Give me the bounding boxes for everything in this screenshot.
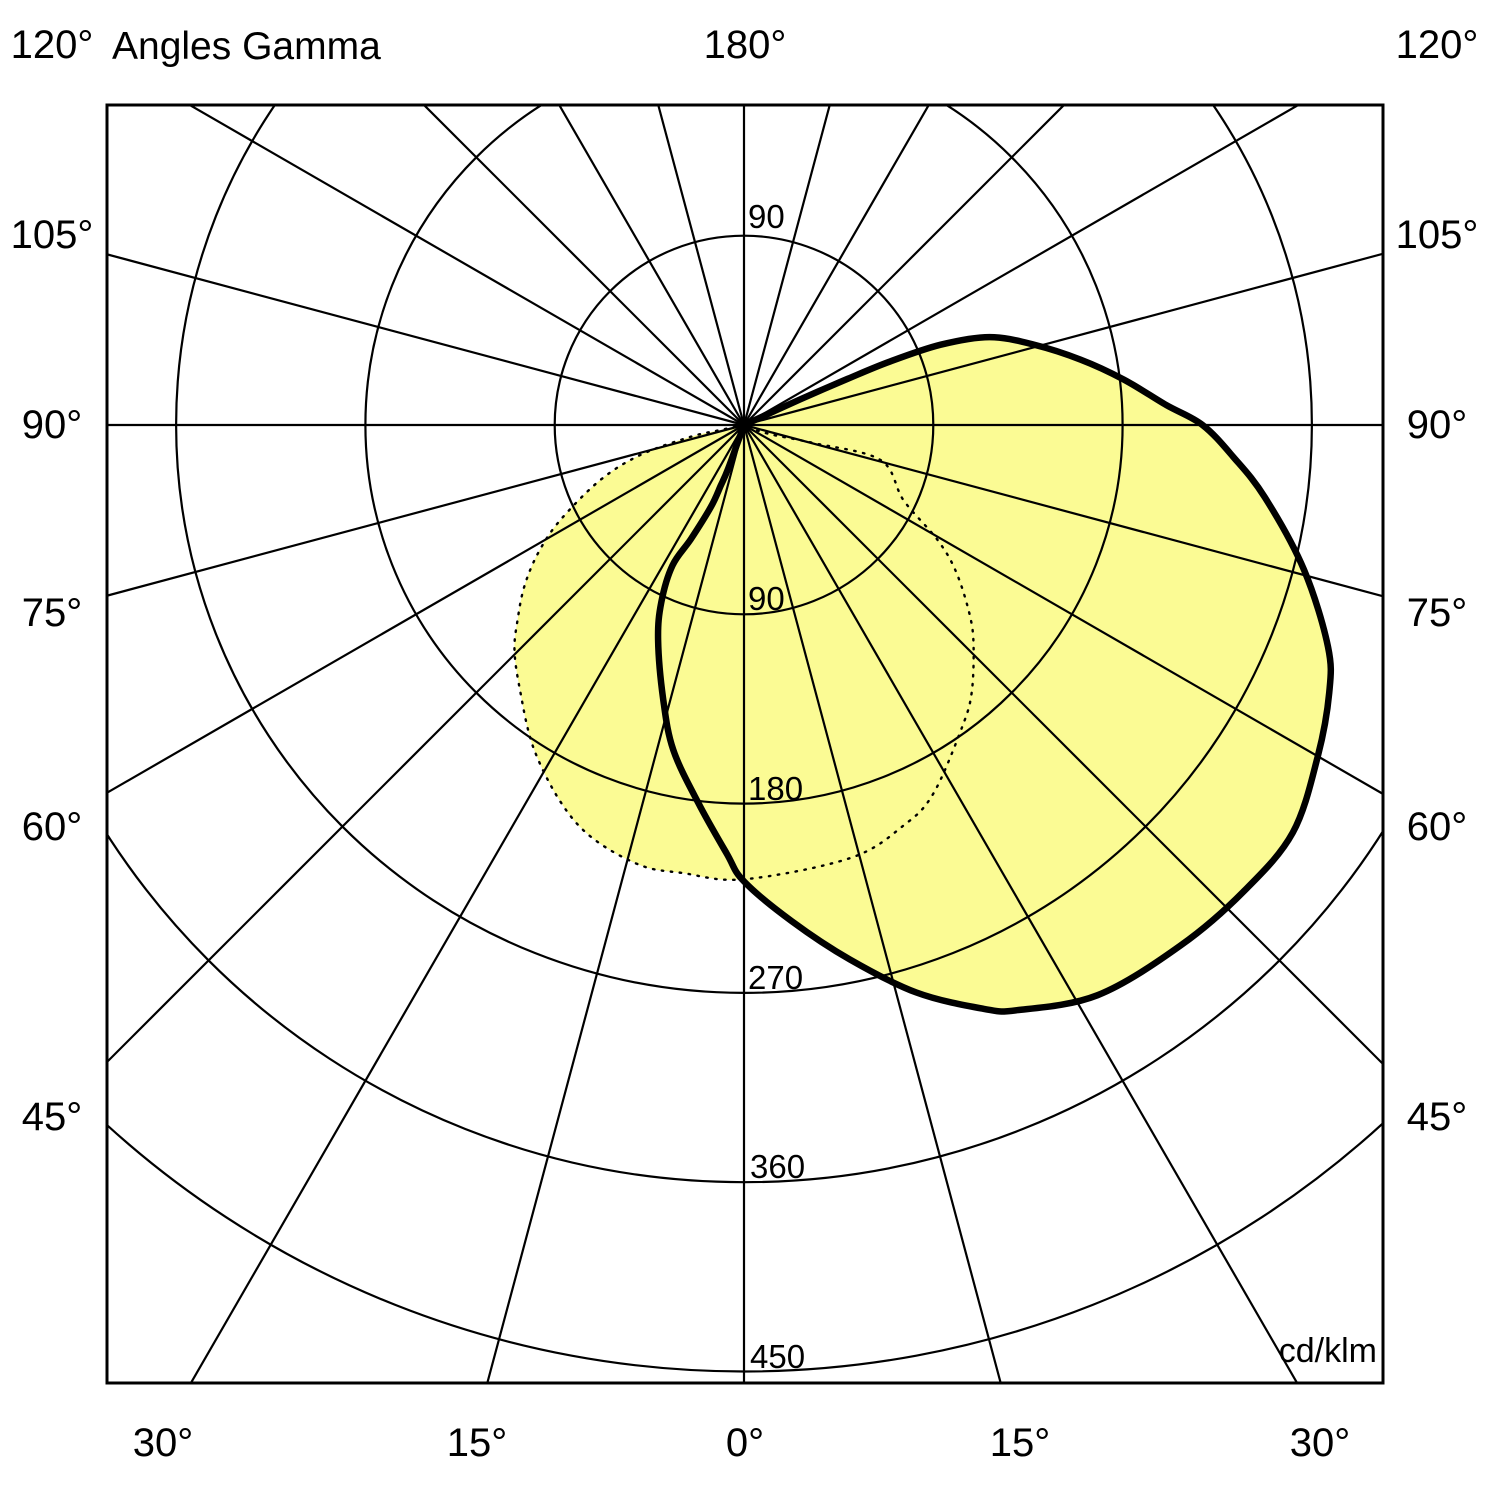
- gamma-ray-line: [743, 424, 1383, 1066]
- unit-label: cd/klm: [1278, 1332, 1377, 1370]
- radial-tick-label: 360: [750, 1148, 805, 1185]
- gamma-ray-line: [187, 105, 745, 426]
- gamma-ray-line: [742, 105, 831, 426]
- gamma-angle-label: 120°: [10, 23, 94, 67]
- gamma-angle-label: 105°: [10, 213, 94, 257]
- radial-tick-label: 450: [750, 1338, 805, 1375]
- gamma-angle-label: 0°: [725, 1421, 765, 1465]
- gamma-ray-line: [189, 424, 745, 1383]
- gamma-angle-label: 45°: [21, 1095, 83, 1139]
- plot-frame: [105, 103, 1385, 1385]
- gamma-ray-line: [107, 253, 745, 427]
- gamma-angle-label: 120°: [1395, 23, 1479, 67]
- radial-tick-label: 270: [748, 959, 803, 996]
- gamma-angle-label: 75°: [1406, 591, 1468, 635]
- gamma-angle-label: 60°: [1406, 805, 1468, 849]
- gamma-angle-label: 15°: [989, 1421, 1051, 1465]
- gamma-ray-line: [107, 423, 745, 597]
- gamma-angle-label: 180°: [703, 23, 787, 67]
- gamma-ray-line: [486, 424, 746, 1383]
- gamma-angle-label: 30°: [132, 1421, 194, 1465]
- gamma-angle-label: 30°: [1289, 1421, 1351, 1465]
- radial-tick-label: 90: [748, 580, 785, 617]
- gamma-angle-label: 15°: [446, 1421, 508, 1465]
- gamma-angle-label: 90°: [1406, 403, 1468, 447]
- gamma-ray-line: [743, 105, 1301, 426]
- gamma-ray-line: [657, 105, 746, 426]
- gamma-angle-label: 75°: [21, 591, 83, 635]
- gamma-angle-label: 60°: [21, 805, 83, 849]
- gamma-ray-line: [743, 424, 1299, 1383]
- gamma-angle-label: 90°: [21, 403, 83, 447]
- radial-tick-label: 90: [748, 198, 785, 235]
- gamma-ray-line: [743, 252, 1383, 427]
- radial-tick-label: 180: [748, 770, 803, 807]
- gamma-angle-label: 45°: [1406, 1095, 1468, 1139]
- gamma-ray-line: [742, 424, 1002, 1383]
- gamma-ray-line: [107, 424, 745, 795]
- gamma-angle-label: 105°: [1395, 213, 1479, 257]
- gamma-ray-line: [743, 424, 1383, 796]
- curve-c0-c180: [654, 333, 1335, 1015]
- gamma-ray-line: [557, 105, 745, 426]
- curve-c90-c270: [513, 423, 975, 882]
- gamma-ray-line: [107, 424, 745, 1064]
- gamma-ray-line: [743, 423, 1383, 598]
- page-title: Angles Gamma: [112, 25, 381, 68]
- gamma-ray-line: [743, 105, 931, 426]
- gamma-ray-line: [743, 105, 1066, 426]
- gamma-ray-line: [422, 105, 745, 426]
